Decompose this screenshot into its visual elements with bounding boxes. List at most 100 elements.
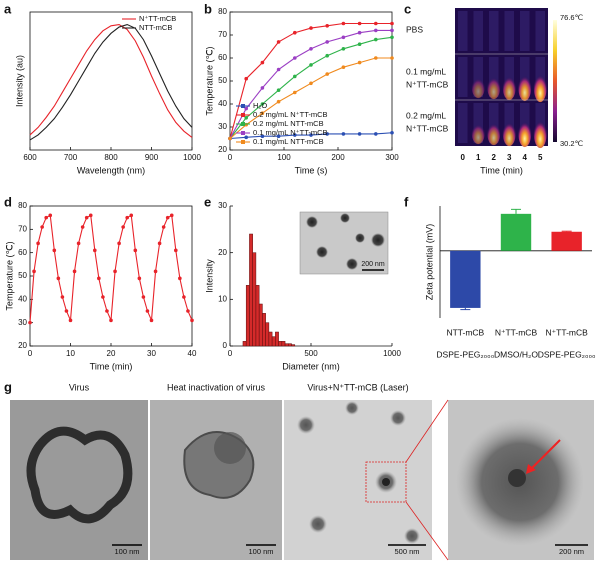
particle [346,258,358,270]
point [293,90,297,95]
point [48,213,53,218]
point [341,65,346,69]
point [325,40,330,44]
x-tick-label: 2 [492,153,497,162]
point [309,133,313,137]
legend-label: 0.2 mg/mL N⁺TT-mCB [253,110,328,119]
row-label: 0.2 mg/mL [406,110,446,120]
point [374,21,378,26]
bar [278,341,283,347]
color-bar [553,20,557,142]
x-tick-label: N⁺TT-mCB [495,327,538,337]
bar [284,343,289,347]
tube [520,11,530,51]
point [309,63,313,67]
point [157,241,162,246]
nanoparticle [309,515,327,533]
point [129,213,134,218]
point [121,225,125,229]
x-tick-label: 30 [147,349,156,358]
panel-label: d [4,194,12,209]
point [125,215,129,220]
point [40,225,44,229]
bar [255,285,260,347]
panel-label: c [404,1,411,16]
nanoparticle [390,410,406,426]
image-title: Virus+N⁺TT-mCB (Laser) [307,382,408,392]
particle [371,233,385,247]
line [29,214,193,323]
row-label: PBS [406,24,423,34]
point [276,99,281,104]
x-tick-label: NTT-mCB [446,327,484,337]
legend-label: 0.1 mg/mL N⁺TT-mCB [253,128,328,137]
tube-glow [533,118,547,149]
x-axis-label: Time (min) [90,361,133,371]
image-title: Heat inactivation of virus [167,382,266,392]
virus-debris [214,432,246,464]
point [276,88,281,92]
point [88,213,93,218]
tube-glow [502,120,516,147]
scale-max: 76.6℃ [560,13,584,22]
bar [275,331,279,347]
x-tick-label: N⁺TT-mCB [546,327,589,337]
particle [340,213,350,223]
point [149,318,154,323]
point [133,248,138,253]
point [178,276,182,281]
y-tick-label: 60 [18,248,27,257]
point [165,215,170,220]
tube-glow [471,76,485,99]
arrow-head [526,464,536,474]
point [260,111,265,115]
x-tick-label: 200 [331,153,345,162]
panel-label: a [4,1,12,16]
virus-remnant [508,469,526,487]
x-tick-label: 600 [23,153,37,162]
tube-glow [518,73,532,102]
bar [258,303,263,347]
x-tick-label: 0 [228,349,233,358]
legend-label: H₂O [253,101,267,110]
point [374,56,378,60]
y-axis-label: Temperature (℃) [4,241,14,310]
y-tick-label: 20 [18,341,27,350]
x-tick-label: 4 [523,153,528,162]
line [29,23,193,138]
x-axis-label: Time (min) [480,165,523,175]
zoom-line [405,501,449,561]
y-tick-label: 10 [218,294,227,303]
point [186,309,190,313]
nanoparticle [382,478,390,486]
tube-glow [533,72,547,103]
point [325,53,330,58]
scale-label: 500 nm [394,547,419,556]
nanoparticle [297,416,315,434]
x-tick-sublabel: DMSO/H₂O [494,349,538,359]
legend-label: 0.1 mg/mL NTT-mCB [253,137,324,146]
point [276,67,281,72]
row-label: N⁺TT-mCB [406,79,449,89]
y-tick-label: 20 [218,248,227,257]
point [105,309,109,313]
scale-label: 200 nm [559,547,584,556]
x-axis-label: Diameter (nm) [282,361,340,371]
scale-label: 200 nm [361,261,385,268]
point [357,30,362,35]
particle [316,246,328,258]
point [36,241,40,246]
virus-particle [26,426,133,524]
x-tick-label: 800 [104,153,118,162]
x-tick-label: 0 [228,153,233,162]
point [293,133,297,137]
x-tick-label: 1 [476,153,481,162]
y-tick-label: 20 [218,145,227,154]
tube [458,103,468,143]
point [80,225,85,229]
bar [249,233,253,347]
point [72,269,77,274]
point [390,28,394,33]
x-tick-label: 1000 [183,153,201,162]
